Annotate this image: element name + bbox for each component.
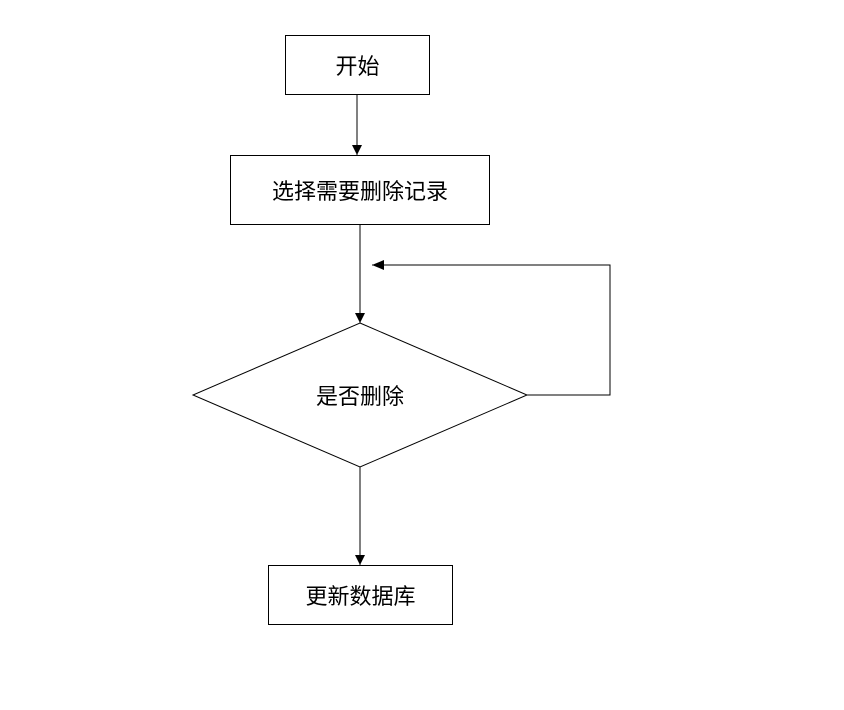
flowchart: 开始 选择需要删除记录 是否删除 更新数据库: [0, 0, 844, 710]
decision-label: 是否删除: [316, 379, 404, 411]
decision-node: 是否删除: [260, 375, 460, 415]
start-node: 开始: [285, 35, 430, 95]
select-node: 选择需要删除记录: [230, 155, 490, 225]
update-node: 更新数据库: [268, 565, 453, 625]
update-label: 更新数据库: [305, 579, 415, 611]
decision-diamond-shape: [193, 323, 527, 467]
start-label: 开始: [335, 49, 379, 81]
select-label: 选择需要删除记录: [272, 174, 448, 206]
edge-decision-loop: [372, 265, 610, 395]
